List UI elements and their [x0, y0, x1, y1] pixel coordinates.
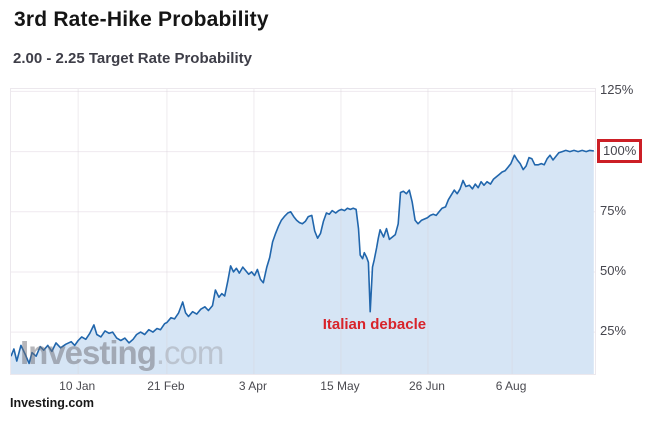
x-axis-label: 6 Aug — [495, 379, 527, 393]
probability-area-fill — [11, 150, 594, 374]
y-axis-label-100-highlight-box: 100% — [597, 138, 643, 163]
italian-debacle-annotation: Italian debacle — [322, 315, 427, 333]
probability-area-chart — [10, 88, 596, 375]
chart-subtitle: 2.00 - 2.25 Target Rate Probability — [13, 50, 252, 67]
watermark-suffix: .com — [155, 334, 225, 371]
page-title: 3rd Rate-Hike Probability — [14, 8, 269, 31]
x-axis-label: 26 Jun — [408, 379, 445, 393]
y-axis-label: 50% — [600, 262, 627, 278]
watermark-text: Investing — [20, 334, 157, 371]
x-axis-label: 15 May — [320, 379, 360, 393]
x-axis-label: 10 Jan — [59, 379, 96, 393]
probability-line-series — [11, 149, 594, 365]
chart-canvas — [11, 89, 595, 374]
source-credit: Investing.com — [10, 396, 95, 410]
x-axis-label: 21 Feb — [147, 379, 185, 393]
y-axis-label: 25% — [600, 323, 627, 339]
y-axis-label: 125% — [600, 82, 634, 98]
x-axis-label: 3 Apr — [238, 379, 267, 393]
y-axis-label: 75% — [600, 202, 627, 218]
investing-com-watermark: Investing.com — [20, 334, 225, 372]
